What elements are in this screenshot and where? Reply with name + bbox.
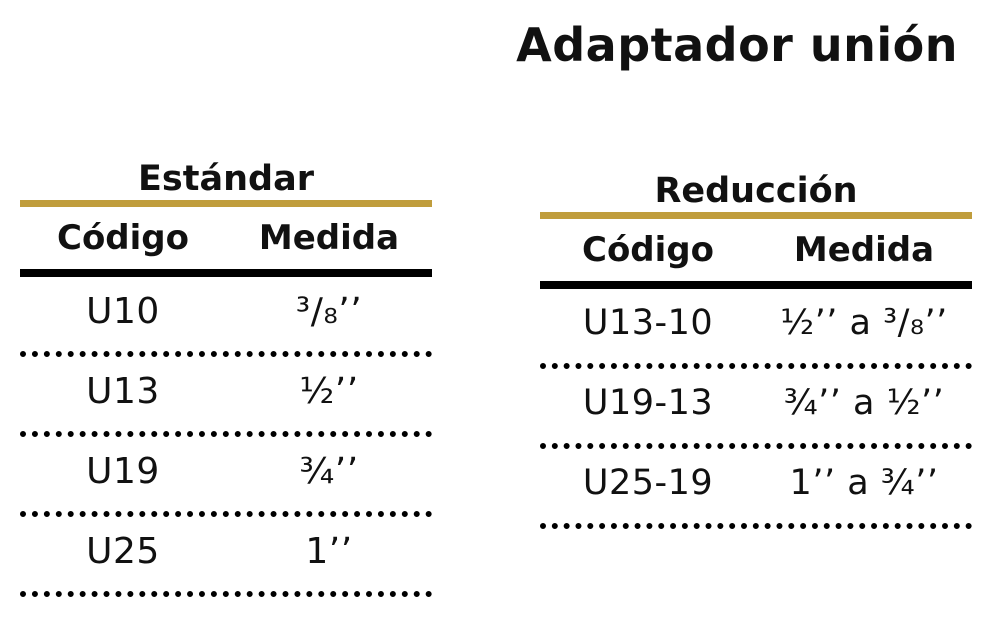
table-row: U13 ½’’ bbox=[20, 357, 432, 437]
reduction-table: Reducción Código Medida U13-10 ½’’ a ³/₈… bbox=[540, 170, 972, 529]
gold-divider bbox=[20, 200, 432, 207]
header-divider bbox=[540, 281, 972, 289]
table-row: U10 ³/₈’’ bbox=[20, 277, 432, 357]
size-cell: ½’’ bbox=[299, 370, 359, 412]
column-header-code: Código bbox=[57, 218, 189, 258]
standard-table-title: Estándar bbox=[138, 159, 314, 199]
size-cell: 1’’ a ¾’’ bbox=[789, 463, 939, 503]
column-header-size: Medida bbox=[793, 230, 935, 270]
table-header-row: Código Medida bbox=[20, 207, 432, 269]
table-row: U25-19 1’’ a ¾’’ bbox=[540, 449, 972, 529]
reduction-table-title: Reducción bbox=[654, 171, 858, 211]
size-cell: ¾’’ a ½’’ bbox=[783, 383, 945, 423]
table-row: U13-10 ½’’ a ³/₈’’ bbox=[540, 289, 972, 369]
size-cell: ¾’’ bbox=[299, 450, 359, 492]
column-header-size: Medida bbox=[258, 218, 400, 258]
page-title: Adaptador unión bbox=[516, 18, 958, 72]
code-cell: U10 bbox=[86, 290, 160, 332]
table-row: U19-13 ¾’’ a ½’’ bbox=[540, 369, 972, 449]
code-cell: U13 bbox=[86, 370, 160, 412]
table-row: U19 ¾’’ bbox=[20, 437, 432, 517]
size-cell: ½’’ a ³/₈’’ bbox=[780, 303, 948, 343]
table-header-row: Código Medida bbox=[540, 219, 972, 281]
code-cell: U19-13 bbox=[582, 383, 714, 423]
standard-table: Estándar Código Medida U10 ³/₈’’ U13 ½’’… bbox=[20, 158, 432, 597]
table-row: U25 1’’ bbox=[20, 517, 432, 597]
code-cell: U25 bbox=[86, 530, 160, 572]
size-cell: ³/₈’’ bbox=[295, 290, 363, 332]
gold-divider bbox=[540, 212, 972, 219]
code-cell: U13-10 bbox=[582, 303, 714, 343]
code-cell: U19 bbox=[86, 450, 160, 492]
size-cell: 1’’ bbox=[305, 530, 353, 572]
column-header-code: Código bbox=[582, 230, 714, 270]
code-cell: U25-19 bbox=[582, 463, 714, 503]
header-divider bbox=[20, 269, 432, 277]
